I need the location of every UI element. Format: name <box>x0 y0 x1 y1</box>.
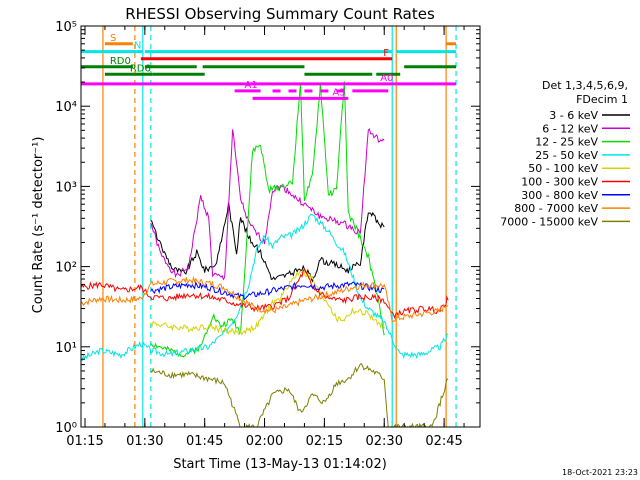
x-tick-label-2: 01:45 <box>186 434 223 449</box>
flag-bar-label-n: N <box>134 41 141 52</box>
flag-bar-label-a3: A3 <box>332 87 345 98</box>
legend-item-label-4: 50 - 100 keV <box>528 162 598 175</box>
legend-item-label-2: 12 - 25 keV <box>535 136 598 149</box>
legend-item-label-7: 800 - 7000 keV <box>514 202 598 215</box>
x-tick-label-6: 02:45 <box>425 434 462 449</box>
y-axis-label: Count Rate (s⁻¹ detector⁻¹) <box>31 137 46 314</box>
series-line-1 <box>150 127 385 281</box>
series-group <box>81 81 449 427</box>
chart-title: RHESSI Observing Summary Count Rates <box>125 5 435 23</box>
legend-item-label-3: 25 - 50 keV <box>535 149 598 162</box>
flag-bar-label-a0: A0 <box>380 73 393 84</box>
legend-title-line2: FDecim 1 <box>576 93 628 106</box>
y-tick-label-0: 10⁰ <box>55 421 77 436</box>
series-line-5 <box>81 268 449 319</box>
flag-bar-label-rd0: RD0 <box>110 56 131 67</box>
legend-item-label-0: 3 - 6 keV <box>549 109 598 122</box>
plot-frame <box>80 25 481 428</box>
flag-bar-label-s: S <box>110 33 116 44</box>
y-tick-label-4: 10⁴ <box>55 100 77 115</box>
x-axis-label: Start Time (13-May-13 01:14:02) <box>173 457 387 472</box>
x-tick-label-0: 01:15 <box>66 434 103 449</box>
y-tick-label-5: 10⁵ <box>55 20 77 35</box>
legend-title-line1: Det 1,3,4,5,6,9, <box>542 79 628 92</box>
flag-bar-label-f: F <box>383 48 389 59</box>
y-tick-label-3: 10³ <box>55 180 77 195</box>
flag-bar-label-rd6: RD6 <box>130 63 151 74</box>
series-line-2 <box>150 81 385 358</box>
legend-item-label-8: 7000 - 15000 keV <box>500 215 598 228</box>
y-tick-label-1: 10¹ <box>55 341 77 356</box>
legend-item-label-1: 6 - 12 keV <box>542 122 598 135</box>
flag-bar-label-a1: A1 <box>245 80 258 91</box>
series-line-0 <box>150 202 385 283</box>
x-tick-label-4: 02:15 <box>306 434 343 449</box>
series-line-6 <box>150 280 385 301</box>
y-tick-label-2: 10² <box>55 261 77 276</box>
series-line-8 <box>150 363 449 427</box>
legend-item-label-6: 300 - 800 keV <box>521 189 598 202</box>
x-tick-label-3: 02:00 <box>246 434 283 449</box>
legend-item-label-5: 100 - 300 keV <box>521 176 598 189</box>
x-tick-label-5: 02:30 <box>366 434 403 449</box>
series-line-3 <box>81 213 449 362</box>
series-line-7 <box>81 275 449 323</box>
x-tick-label-1: 01:30 <box>126 434 163 449</box>
footer-timestamp: 18-Oct-2021 23:23 <box>562 468 638 477</box>
